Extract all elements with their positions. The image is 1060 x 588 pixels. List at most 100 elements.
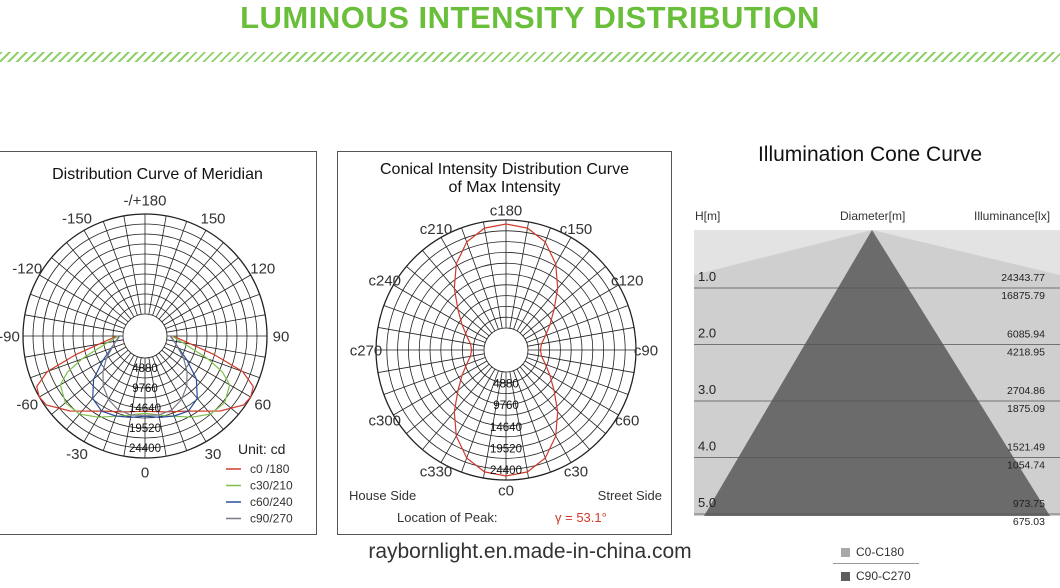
radial-label: 14640 <box>129 403 161 415</box>
grid-spoke <box>155 230 207 318</box>
cone-height-label: 4.0 <box>698 439 716 454</box>
grid-spoke <box>524 360 619 416</box>
grid-spoke <box>527 353 635 373</box>
grid-spoke <box>383 357 486 395</box>
cone-legend-item: C90-C270 <box>841 569 911 583</box>
grid-spoke <box>406 266 490 337</box>
conical-subtitle: of Max Intensity <box>448 179 561 196</box>
series-curve-3 <box>102 335 188 417</box>
angle-label: c120 <box>611 272 644 289</box>
radial-label: 24400 <box>490 465 522 477</box>
grid-spoke <box>524 284 619 340</box>
grid-spoke <box>161 349 239 415</box>
angle-label: c90 <box>634 342 658 359</box>
hatch-divider <box>0 52 1060 62</box>
grid-spoke <box>148 215 167 315</box>
cone-header-illuminance: Illuminance[lx] <box>974 209 1051 223</box>
series-curve-2 <box>92 335 198 419</box>
cone-chart: 1.0 24343.77 16875.79 2.0 6085.94 4218.95 3.0 2… <box>694 230 1060 528</box>
cone-c0-value: 6085.94 <box>1007 329 1045 341</box>
series-curve-1 <box>59 335 231 418</box>
legend-label: c90/270 <box>250 512 293 526</box>
radial-label: 4880 <box>132 363 158 375</box>
angle-label: -150 <box>62 210 92 227</box>
grid-spoke <box>148 357 167 457</box>
grid-spoke <box>83 354 135 442</box>
legend-swatch-c90 <box>841 572 850 581</box>
grid-spoke <box>163 274 251 326</box>
conical-chart: c180 c150 c120 c90 c60 c30 c0 c330 c300 c270 c240 c… <box>349 202 662 525</box>
grid-spoke <box>461 227 499 330</box>
angle-label: 60 <box>254 396 271 413</box>
grid-spoke <box>422 250 493 334</box>
angle-label: -90 <box>0 328 20 345</box>
grid-spoke <box>165 293 260 329</box>
page-title: LUMINOUS INTENSITY DISTRIBUTION <box>240 0 820 35</box>
cone-height-label: 3.0 <box>698 382 716 397</box>
grid-spoke <box>513 227 551 330</box>
grid-spoke <box>123 215 142 315</box>
legend-swatch-c0 <box>841 548 850 557</box>
cone-c0-value: 24343.77 <box>1001 272 1045 284</box>
grid-spoke <box>24 314 124 333</box>
polar-grid <box>22 213 268 459</box>
legend-label: c60/240 <box>250 495 293 509</box>
series-curve-0 <box>453 223 559 477</box>
angle-label: 150 <box>200 210 225 227</box>
grid-spoke <box>166 314 266 333</box>
cone-legend-label: C90-C270 <box>856 569 911 583</box>
grid-spoke <box>522 266 606 337</box>
grid-spoke <box>161 257 239 323</box>
cone-c90-value: 675.03 <box>1013 516 1045 528</box>
grid-spoke <box>51 257 129 323</box>
grid-spoke <box>483 371 503 479</box>
legend-label: c0 /180 <box>250 462 290 476</box>
cone-height-label: 2.0 <box>698 326 716 341</box>
series-curve-0 <box>36 335 254 413</box>
cone-title: Illumination Cone Curve <box>757 143 983 166</box>
grid-spoke <box>155 354 207 442</box>
conical-title: Conical Intensity Distribution Curve <box>380 161 629 178</box>
angle-label: c30 <box>564 463 588 480</box>
grid-spoke <box>513 370 551 473</box>
grid-spoke <box>522 363 606 434</box>
angle-label: c0 <box>498 482 514 499</box>
peak-value: γ = 53.1° <box>555 510 607 525</box>
cone-c0-value: 973.75 <box>1013 498 1045 510</box>
grid-spoke <box>30 343 125 379</box>
cone-c0-value: 1521.49 <box>1007 442 1045 454</box>
polar-grid <box>375 219 637 481</box>
angle-label: c150 <box>560 221 593 238</box>
radial-label: 19520 <box>129 423 161 435</box>
angle-label: -120 <box>12 260 42 277</box>
grid-spoke <box>461 370 499 473</box>
radial-label: 9760 <box>493 400 519 412</box>
grid-spoke <box>483 221 503 329</box>
grid-spoke <box>39 346 127 398</box>
house-side-label: House Side <box>349 488 416 503</box>
radial-label: 9760 <box>132 383 158 395</box>
cone-c90-shape <box>704 230 1050 516</box>
grid-inner-circle <box>122 313 168 359</box>
radial-label: 19520 <box>490 443 522 455</box>
grid-spoke <box>516 237 572 332</box>
grid-spoke <box>165 343 260 379</box>
grid-spoke <box>422 366 493 450</box>
grid-spoke <box>509 221 529 329</box>
angle-label: -60 <box>16 396 38 413</box>
grid-spoke <box>30 293 125 329</box>
grid-spoke <box>377 327 485 347</box>
meridian-title: Distribution Curve of Meridian <box>52 166 263 183</box>
grid-spoke <box>51 349 129 415</box>
grid-spoke <box>102 221 138 316</box>
angle-label: c180 <box>490 202 523 219</box>
peak-label: Location of Peak: <box>397 510 497 525</box>
grid-spoke <box>440 237 496 332</box>
grid-spoke <box>526 357 629 395</box>
cone-c90-value: 1875.09 <box>1007 403 1045 415</box>
radial-label: 4880 <box>493 379 519 391</box>
angle-label: -30 <box>66 446 88 463</box>
angle-label: 30 <box>205 446 222 463</box>
angle-label: c240 <box>368 272 401 289</box>
cone-legend-item: C0-C180 <box>841 545 904 559</box>
